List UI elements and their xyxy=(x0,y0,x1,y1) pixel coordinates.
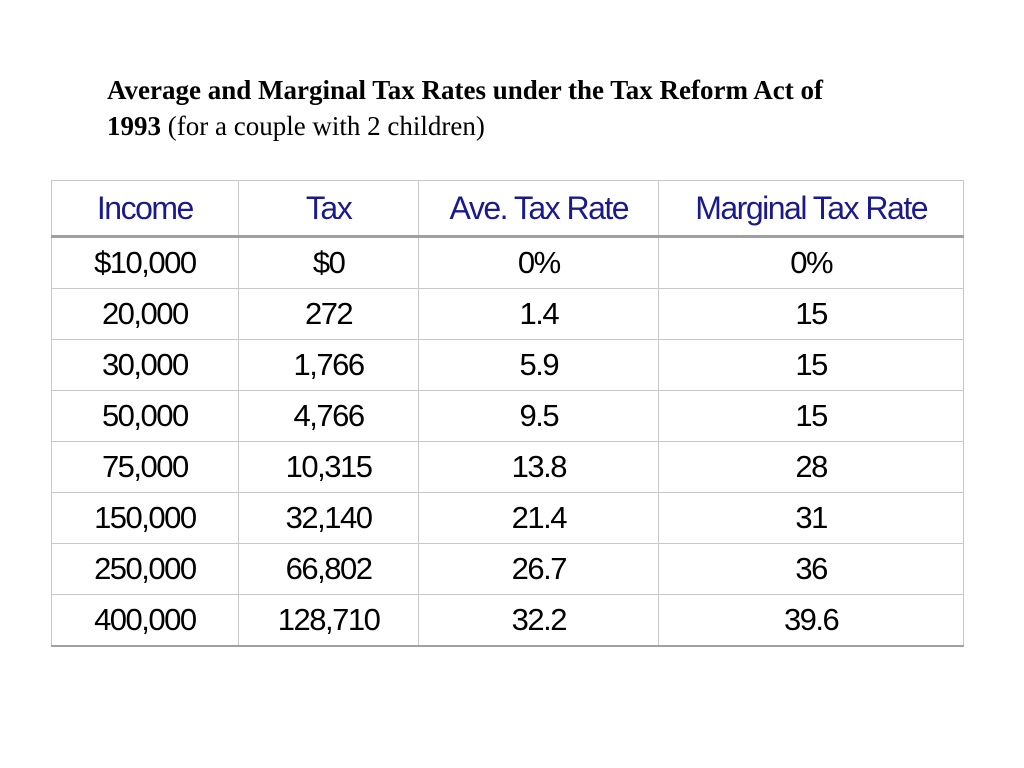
cell-average-rate: 21.4 xyxy=(418,492,660,544)
cell-income: 400,000 xyxy=(51,594,239,647)
table-row: 150,000 32,140 21.4 31 xyxy=(51,492,964,544)
cell-average-rate: 9.5 xyxy=(418,390,660,442)
cell-tax: 10,315 xyxy=(237,441,420,493)
cell-average-rate: 32.2 xyxy=(418,594,660,647)
cell-income: $10,000 xyxy=(51,236,239,289)
tax-rates-table: Income Tax Ave. Tax Rate Marginal Tax Ra… xyxy=(51,180,964,647)
table-row: 400,000 128,710 32.2 39.6 xyxy=(51,594,964,647)
cell-marginal-rate: 0% xyxy=(658,236,964,289)
cell-income: 75,000 xyxy=(51,441,239,493)
header-tax: Tax xyxy=(237,180,420,238)
table-row: 250,000 66,802 26.7 36 xyxy=(51,543,964,595)
cell-average-rate: 1.4 xyxy=(418,288,660,340)
cell-marginal-rate: 15 xyxy=(658,390,964,442)
cell-income: 30,000 xyxy=(51,339,239,391)
cell-income: 50,000 xyxy=(51,390,239,442)
cell-average-rate: 0% xyxy=(418,236,660,289)
cell-average-rate: 13.8 xyxy=(418,441,660,493)
cell-marginal-rate: 39.6 xyxy=(658,594,964,647)
cell-income: 20,000 xyxy=(51,288,239,340)
cell-average-rate: 5.9 xyxy=(418,339,660,391)
table-header-row: Income Tax Ave. Tax Rate Marginal Tax Ra… xyxy=(51,180,964,238)
cell-marginal-rate: 15 xyxy=(658,339,964,391)
cell-income: 150,000 xyxy=(51,492,239,544)
slide-title: Average and Marginal Tax Rates under the… xyxy=(107,72,827,144)
cell-marginal-rate: 15 xyxy=(658,288,964,340)
cell-marginal-rate: 36 xyxy=(658,543,964,595)
table-row: 20,000 272 1.4 15 xyxy=(51,288,964,340)
cell-marginal-rate: 28 xyxy=(658,441,964,493)
table-row: $10,000 $0 0% 0% xyxy=(51,236,964,289)
cell-tax: 66,802 xyxy=(237,543,420,595)
cell-tax: 4,766 xyxy=(237,390,420,442)
header-income: Income xyxy=(51,180,239,238)
cell-tax: $0 xyxy=(237,236,420,289)
header-average-tax-rate: Ave. Tax Rate xyxy=(418,180,660,238)
title-main: Average and Marginal Tax Rates under the… xyxy=(107,75,823,141)
table-row: 30,000 1,766 5.9 15 xyxy=(51,339,964,391)
title-subtitle: (for a couple with 2 children) xyxy=(167,111,485,141)
table-row: 50,000 4,766 9.5 15 xyxy=(51,390,964,442)
cell-tax: 272 xyxy=(237,288,420,340)
header-marginal-tax-rate: Marginal Tax Rate xyxy=(658,180,964,238)
cell-tax: 1,766 xyxy=(237,339,420,391)
table-row: 75,000 10,315 13.8 28 xyxy=(51,441,964,493)
cell-marginal-rate: 31 xyxy=(658,492,964,544)
cell-tax: 128,710 xyxy=(237,594,420,647)
cell-tax: 32,140 xyxy=(237,492,420,544)
cell-income: 250,000 xyxy=(51,543,239,595)
cell-average-rate: 26.7 xyxy=(418,543,660,595)
